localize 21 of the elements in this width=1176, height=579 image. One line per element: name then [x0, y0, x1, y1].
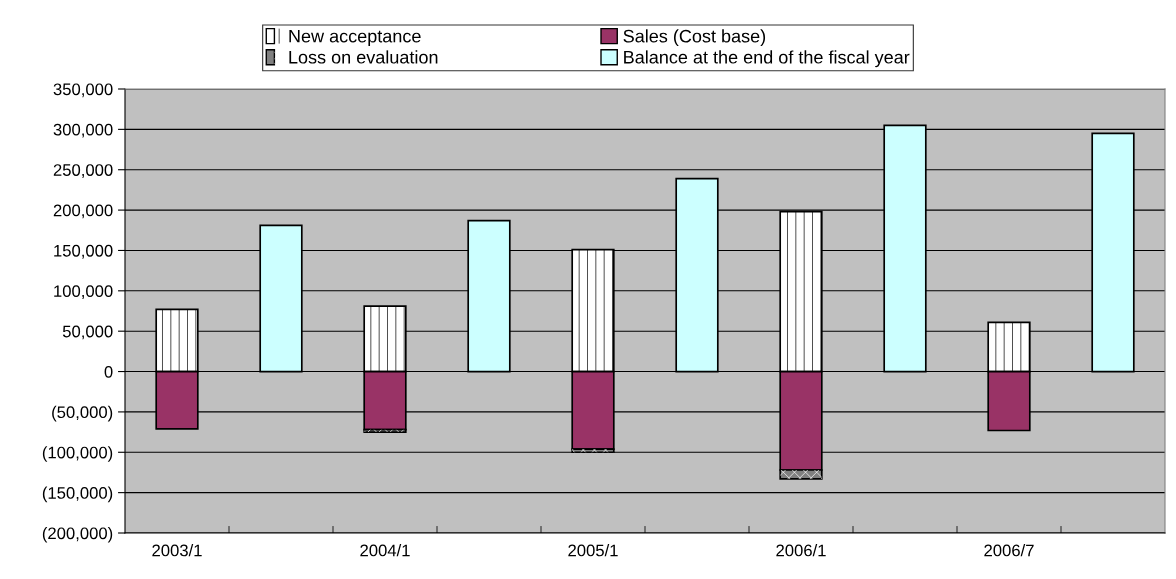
legend-label: Loss on evaluation: [289, 50, 438, 64]
legend-label: New acceptance: [289, 29, 421, 47]
x-tick-label: 2006/1: [776, 544, 826, 557]
x-tick-label: 2005/1: [568, 544, 618, 557]
y-tick-label: 350,000: [53, 83, 113, 98]
y-tick-label: (50,000): [52, 405, 113, 422]
legend-label: Sales (Cost base): [623, 29, 766, 47]
legend-label: Balance at the end of the fiscal year: [624, 50, 910, 68]
y-tick-label: 0: [104, 365, 113, 378]
y-tick-label: (100,000): [42, 446, 113, 462]
y-tick-label: 50,000: [62, 325, 113, 340]
y-tick-label: 150,000: [54, 244, 113, 259]
y-tick-label: 200,000: [53, 204, 113, 219]
y-tick-label: (150,000): [42, 486, 113, 503]
y-tick-label: 300,000: [53, 123, 113, 138]
x-tick-label: 2004/1: [360, 544, 410, 557]
y-tick-label: (200,000): [42, 526, 113, 543]
x-tick-label: 2006/7: [984, 544, 1034, 557]
x-tick-label: 2003/1: [152, 544, 202, 557]
y-tick-label: 250,000: [53, 164, 113, 178]
y-tick-label: 100,000: [54, 285, 113, 299]
